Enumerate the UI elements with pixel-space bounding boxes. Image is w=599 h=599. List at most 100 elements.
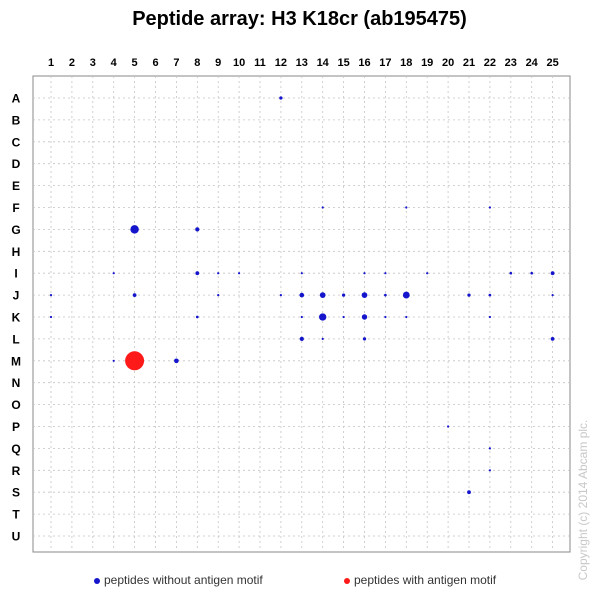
data-point-K22	[488, 315, 491, 319]
data-point-L14	[321, 337, 324, 340]
data-point-K15	[342, 315, 345, 319]
data-point-J13	[299, 292, 305, 298]
data-point-L16	[362, 337, 367, 341]
data-point-I23	[509, 271, 513, 275]
column-label-22: 22	[484, 57, 496, 69]
data-point-J12	[279, 294, 282, 297]
data-point-S21	[467, 490, 471, 495]
data-point-R22	[488, 469, 491, 472]
data-point-J15	[341, 293, 346, 297]
data-point-K1	[49, 315, 53, 319]
data-point-K13	[300, 315, 303, 319]
row-label-G: G	[11, 223, 20, 237]
data-point-J1	[49, 294, 53, 297]
row-label-N: N	[12, 376, 21, 390]
column-label-4: 4	[111, 57, 118, 69]
data-point-J14	[319, 292, 326, 298]
data-point-L25	[550, 337, 555, 341]
column-label-17: 17	[379, 57, 391, 69]
row-label-F: F	[12, 201, 19, 215]
legend-label-with-motif: peptides with antigen motif	[354, 573, 497, 587]
data-point-F18	[405, 206, 408, 209]
column-label-9: 9	[215, 57, 221, 69]
data-point-J5	[132, 293, 137, 297]
data-point-A12	[279, 96, 283, 100]
data-point-K18	[405, 315, 408, 319]
copyright-notice: Copyright (c) 2014 Abcam plc.	[576, 419, 590, 581]
column-label-1: 1	[48, 57, 54, 69]
legend-marker-without-motif	[94, 577, 100, 584]
column-label-12: 12	[275, 57, 287, 69]
data-point-J22	[488, 293, 492, 297]
row-label-R: R	[12, 464, 21, 478]
data-point-K17	[384, 315, 387, 319]
data-point-J21	[467, 293, 471, 297]
data-point-I9	[217, 272, 220, 275]
chart-title: Peptide array: H3 K18cr (ab195475)	[132, 8, 467, 30]
row-label-S: S	[12, 486, 20, 500]
column-label-20: 20	[442, 57, 454, 69]
data-point-F14	[321, 206, 324, 209]
data-point-I16	[363, 272, 366, 275]
data-point-K14	[319, 313, 327, 321]
data-point-I17	[384, 272, 387, 275]
row-label-L: L	[12, 332, 19, 346]
column-label-25: 25	[546, 57, 558, 69]
column-label-3: 3	[90, 57, 96, 69]
data-point-P20	[447, 425, 450, 428]
row-label-B: B	[12, 113, 21, 127]
data-point-I24	[530, 271, 534, 275]
column-label-10: 10	[233, 57, 245, 69]
legend-item-without-motif: peptides without antigen motif	[94, 573, 263, 587]
data-point-J17	[384, 293, 387, 297]
data-point-Q22	[488, 447, 491, 450]
row-label-C: C	[12, 135, 21, 149]
data-point-M7	[174, 358, 179, 364]
data-point-I4	[112, 272, 115, 275]
row-label-A: A	[12, 92, 21, 106]
row-label-D: D	[12, 157, 21, 171]
data-point-G5	[130, 225, 139, 234]
row-label-O: O	[11, 398, 20, 412]
data-point-G8	[195, 227, 200, 232]
row-label-H: H	[12, 245, 21, 259]
data-point-I19	[426, 272, 429, 275]
data-point-I25	[550, 271, 555, 276]
column-label-11: 11	[254, 57, 266, 69]
row-label-J: J	[13, 289, 20, 303]
row-label-U: U	[12, 530, 21, 544]
column-label-5: 5	[132, 57, 138, 69]
data-point-J25	[551, 294, 554, 297]
column-label-2: 2	[69, 57, 75, 69]
legend-item-with-motif: peptides with antigen motif	[344, 573, 496, 587]
row-label-Q: Q	[11, 442, 20, 456]
data-point-I13	[300, 272, 303, 275]
row-label-P: P	[12, 420, 20, 434]
data-point-K16	[361, 314, 368, 320]
column-label-14: 14	[317, 57, 330, 69]
row-label-K: K	[12, 311, 21, 325]
column-label-8: 8	[194, 57, 200, 69]
data-point-M4	[112, 359, 115, 362]
column-label-21: 21	[463, 57, 475, 69]
data-point-I10	[238, 272, 241, 275]
column-label-18: 18	[400, 57, 412, 69]
column-label-15: 15	[337, 57, 349, 69]
row-label-M: M	[11, 354, 21, 368]
column-label-23: 23	[505, 57, 517, 69]
column-label-6: 6	[152, 57, 158, 69]
data-point-F22	[488, 206, 491, 209]
row-label-I: I	[14, 267, 17, 281]
data-point-I8	[195, 271, 200, 276]
data-point-J18	[402, 291, 410, 299]
legend-label-without-motif: peptides without antigen motif	[104, 573, 263, 587]
column-label-16: 16	[358, 57, 370, 69]
row-label-T: T	[12, 508, 20, 522]
data-point-J9	[217, 294, 220, 297]
row-label-E: E	[12, 179, 20, 193]
data-point-M5	[125, 351, 145, 371]
legend: peptides without antigen motif peptides …	[0, 573, 599, 591]
data-point-K8	[195, 315, 199, 319]
column-label-7: 7	[173, 57, 179, 69]
